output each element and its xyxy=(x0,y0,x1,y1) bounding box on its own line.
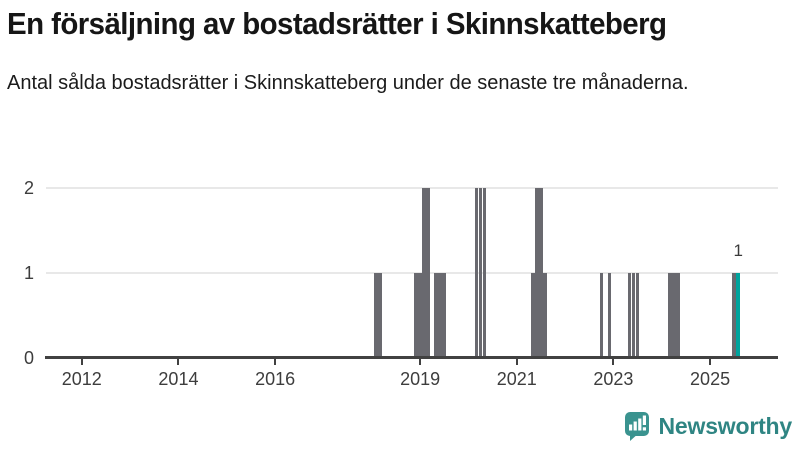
bar xyxy=(635,272,640,358)
bar xyxy=(631,272,636,358)
y-axis-label: 0 xyxy=(23,347,34,368)
bar xyxy=(535,187,539,358)
bar xyxy=(627,272,632,358)
x-axis-label: 2014 xyxy=(158,368,199,389)
bar xyxy=(434,272,439,358)
bar xyxy=(422,187,426,358)
bar xyxy=(474,187,479,358)
bar xyxy=(414,272,418,358)
x-axis-label: 2023 xyxy=(593,368,634,389)
x-axis-tick xyxy=(709,359,712,365)
bar xyxy=(732,272,737,358)
newsworthy-logo-text: Newsworthy xyxy=(658,413,793,439)
bar xyxy=(418,272,422,358)
x-axis-tick xyxy=(177,359,180,365)
chart-subtitle: Antal sålda bostadsrätter i Skinnskatteb… xyxy=(7,72,689,94)
bar xyxy=(378,272,382,358)
x-axis-label: 2025 xyxy=(690,368,731,389)
x-axis-line xyxy=(45,356,778,359)
x-axis-label: 2012 xyxy=(61,368,102,389)
chart: 1 0 1 2 2012 2014 2016 2019 2021 2023 2025 xyxy=(0,140,800,400)
bar xyxy=(676,272,680,358)
x-axis-tick xyxy=(274,359,277,365)
gridline xyxy=(46,271,778,274)
x-axis-tick xyxy=(515,359,518,365)
bar-highlight xyxy=(736,272,741,358)
x-axis-label: 2021 xyxy=(496,368,537,389)
bar xyxy=(539,187,543,358)
chart-title: En försäljning av bostadsrätter i Skinns… xyxy=(7,6,667,41)
x-axis-tick xyxy=(612,359,615,365)
bar xyxy=(442,272,447,358)
bar xyxy=(374,272,378,358)
newsworthy-speech-bubble-bar-chart-icon xyxy=(624,412,649,441)
y-axis-label: 2 xyxy=(23,177,34,198)
bar xyxy=(482,187,487,358)
x-axis-label: 2016 xyxy=(255,368,296,389)
newsworthy-logo: Newsworthy xyxy=(624,411,792,442)
bar xyxy=(668,272,672,358)
bar xyxy=(438,272,443,358)
gridline xyxy=(46,186,778,189)
bar xyxy=(531,272,535,358)
bar xyxy=(672,272,676,358)
bar xyxy=(607,272,612,358)
value-label: 1 xyxy=(733,240,744,260)
x-axis-tick xyxy=(419,359,422,365)
y-axis-label: 1 xyxy=(23,262,34,283)
x-axis-tick xyxy=(80,359,83,365)
bar xyxy=(543,272,547,358)
bar xyxy=(599,272,604,358)
x-axis-label: 2019 xyxy=(400,368,441,389)
bar xyxy=(426,187,430,358)
bar xyxy=(478,187,483,358)
